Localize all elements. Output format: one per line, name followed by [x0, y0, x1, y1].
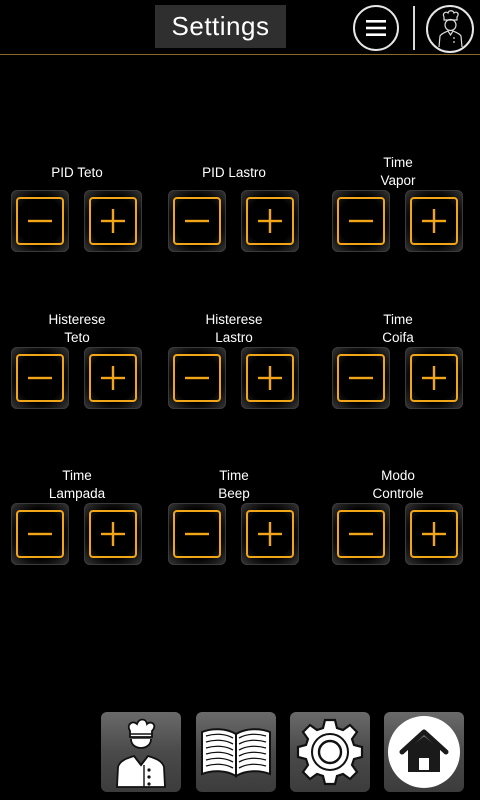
minus-button-time-beep[interactable] — [168, 503, 226, 565]
header-bar: Settings — [0, 0, 480, 55]
minus-button-time-lampada[interactable] — [11, 503, 69, 565]
control-label-line: Time — [62, 468, 92, 483]
minus-icon — [28, 532, 52, 536]
minus-icon — [28, 219, 52, 223]
plus-button-frame — [89, 197, 137, 245]
settings-button[interactable] — [290, 712, 370, 792]
minus-icon — [349, 376, 373, 380]
home-icon — [388, 716, 460, 788]
gear-icon — [296, 718, 364, 786]
minus-icon — [185, 219, 209, 223]
control-label-line: Lampada — [48, 486, 106, 501]
minus-button-pid-teto[interactable] — [11, 190, 69, 252]
control-label-pid-lastro: PID Lastro — [168, 164, 300, 182]
minus-button-frame — [173, 197, 221, 245]
control-label-line: Time — [383, 155, 413, 170]
control-label-time-vapor: Time Vapor — [332, 154, 464, 190]
chef-avatar-icon — [438, 10, 463, 48]
hamburger-menu-icon — [366, 20, 386, 36]
minus-button-modo-controle[interactable] — [332, 503, 390, 565]
control-label-histerese-teto: Histerese Teto — [11, 311, 143, 347]
plus-icon — [258, 209, 282, 233]
plus-button-modo-controle[interactable] — [405, 503, 463, 565]
open-book-icon — [201, 728, 271, 778]
minus-button-frame — [16, 197, 64, 245]
minus-button-frame — [173, 354, 221, 402]
control-label-line: Time — [383, 312, 413, 327]
plus-icon — [258, 522, 282, 546]
user-avatar[interactable] — [426, 5, 474, 53]
plus-button-pid-teto[interactable] — [84, 190, 142, 252]
plus-button-histerese-teto[interactable] — [84, 347, 142, 409]
control-label-line: PID Teto — [51, 165, 103, 180]
plus-icon — [422, 366, 446, 390]
minus-icon — [185, 376, 209, 380]
control-label-modo-controle: Modo Controle — [332, 467, 464, 503]
control-label-line: Coifa — [382, 330, 414, 345]
plus-icon — [101, 209, 125, 233]
minus-button-histerese-teto[interactable] — [11, 347, 69, 409]
control-label-line: Lastro — [215, 330, 253, 345]
minus-button-frame — [16, 354, 64, 402]
plus-button-frame — [89, 510, 137, 558]
plus-button-frame — [410, 197, 458, 245]
control-label-line: Beep — [218, 486, 250, 501]
header-divider — [413, 6, 415, 50]
minus-button-histerese-lastro[interactable] — [168, 347, 226, 409]
plus-button-time-beep[interactable] — [241, 503, 299, 565]
minus-button-frame — [337, 197, 385, 245]
control-label-line: Vapor — [380, 173, 416, 188]
home-button[interactable] — [384, 712, 464, 792]
plus-button-histerese-lastro[interactable] — [241, 347, 299, 409]
minus-button-pid-lastro[interactable] — [168, 190, 226, 252]
plus-icon — [101, 366, 125, 390]
control-label-line: Teto — [64, 330, 90, 345]
control-label-line: Modo — [381, 468, 415, 483]
plus-button-frame — [246, 510, 294, 558]
plus-icon — [101, 522, 125, 546]
control-label-line: Time — [219, 468, 249, 483]
control-label-time-beep: Time Beep — [168, 467, 300, 503]
chef-icon — [116, 718, 166, 788]
minus-icon — [349, 219, 373, 223]
minus-button-frame — [173, 510, 221, 558]
minus-button-frame — [337, 510, 385, 558]
minus-button-time-coifa[interactable] — [332, 347, 390, 409]
plus-icon — [422, 209, 446, 233]
plus-button-frame — [246, 197, 294, 245]
control-label-line: PID Lastro — [202, 165, 266, 180]
minus-icon — [349, 532, 373, 536]
control-label-time-coifa: Time Coifa — [332, 311, 464, 347]
control-label-line: Histerese — [205, 312, 263, 327]
plus-button-frame — [89, 354, 137, 402]
plus-icon — [422, 522, 446, 546]
plus-button-time-vapor[interactable] — [405, 190, 463, 252]
plus-button-frame — [410, 354, 458, 402]
plus-button-frame — [410, 510, 458, 558]
minus-button-frame — [337, 354, 385, 402]
recipes-button[interactable] — [196, 712, 276, 792]
plus-button-frame — [246, 354, 294, 402]
control-label-histerese-lastro: Histerese Lastro — [168, 311, 300, 347]
minus-icon — [185, 532, 209, 536]
chef-button[interactable] — [101, 712, 181, 792]
control-label-pid-teto: PID Teto — [11, 164, 143, 182]
control-label-time-lampada: Time Lampada — [11, 467, 143, 503]
page-title: Settings — [155, 5, 286, 48]
plus-button-time-lampada[interactable] — [84, 503, 142, 565]
minus-icon — [28, 376, 52, 380]
plus-button-time-coifa[interactable] — [405, 347, 463, 409]
control-label-line: Histerese — [48, 312, 106, 327]
plus-button-pid-lastro[interactable] — [241, 190, 299, 252]
minus-button-frame — [16, 510, 64, 558]
plus-icon — [258, 366, 282, 390]
menu-button[interactable] — [353, 5, 399, 51]
minus-button-time-vapor[interactable] — [332, 190, 390, 252]
control-label-line: Controle — [372, 486, 424, 501]
